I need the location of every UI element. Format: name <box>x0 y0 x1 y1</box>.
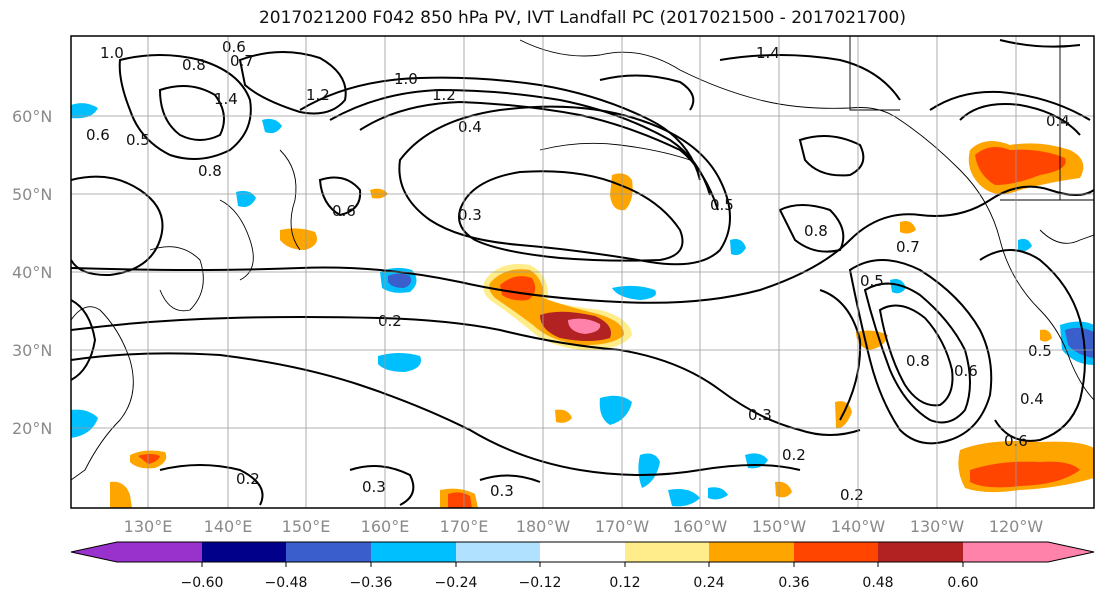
contour-label: 0.3 <box>362 478 386 496</box>
colorbar-tick-label: −0.60 <box>181 575 224 591</box>
contour-label: 1.4 <box>214 90 238 108</box>
colorbar-extend-high <box>1048 542 1094 562</box>
colorbar-tick-label: −0.48 <box>265 575 308 591</box>
lon-label: 170°E <box>440 517 489 536</box>
contour-label: 0.2 <box>782 446 806 464</box>
colorbar <box>70 541 1095 567</box>
map-frame <box>70 35 1095 509</box>
colorbar-swatch <box>963 542 1048 562</box>
lat-label: 40°N <box>12 263 52 282</box>
contour-label: 0.5 <box>126 131 150 149</box>
contour-label: 0.8 <box>198 162 222 180</box>
contour-label: 0.2 <box>378 312 402 330</box>
contour-label: 0.5 <box>1028 342 1052 360</box>
colorbar-tick-label: 0.48 <box>862 575 893 591</box>
colorbar-swatch <box>794 542 878 562</box>
colorbar-tick-label: 0.12 <box>609 575 640 591</box>
contour-label: 0.8 <box>182 56 206 74</box>
contour-label: 0.4 <box>458 118 482 136</box>
map-title: 2017021200 F042 850 hPa PV, IVT Landfall… <box>258 8 906 28</box>
contour-label: 0.5 <box>710 196 734 214</box>
contour-label-group: 1.0 0.6 0.7 0.8 1.4 1.2 0.6 0.5 1.0 1.2 … <box>86 38 1070 504</box>
colorbar-swatch <box>202 542 286 562</box>
colorbar-tick-label: 0.36 <box>778 575 809 591</box>
contour-label: 0.4 <box>1020 390 1044 408</box>
lon-label: 150°W <box>752 517 807 536</box>
contour-label: 0.2 <box>840 486 864 504</box>
lat-label: 60°N <box>12 107 52 126</box>
colorbar-swatch <box>117 542 202 562</box>
lon-label: 160°W <box>673 517 728 536</box>
contour-label: 0.4 <box>1046 112 1070 130</box>
lon-label: 150°E <box>282 517 331 536</box>
lat-label: 20°N <box>12 419 52 438</box>
gridlines <box>71 36 1094 508</box>
colorbar-extend-low <box>71 542 117 562</box>
contour-label: 1.0 <box>394 70 418 88</box>
colorbar-swatch <box>371 542 456 562</box>
latitude-labels: 60°N 50°N 40°N 30°N 20°N <box>12 107 52 438</box>
contour-label: 0.8 <box>804 222 828 240</box>
contour-label: 0.6 <box>954 362 978 380</box>
colorbar-swatch <box>540 542 625 562</box>
lon-label: 120°W <box>989 517 1044 536</box>
lon-label: 180°W <box>516 517 571 536</box>
colorbar-tick-label: −0.12 <box>519 575 562 591</box>
contour-label: 1.2 <box>306 86 330 104</box>
contour-label: 0.5 <box>860 272 884 290</box>
lon-label: 140°E <box>204 517 253 536</box>
lon-label: 170°W <box>595 517 650 536</box>
colorbar-tick-label: 0.24 <box>693 575 724 591</box>
colorbar-swatch <box>625 542 709 562</box>
map-content: 1.0 0.6 0.7 0.8 1.4 1.2 0.6 0.5 1.0 1.2 … <box>71 36 1094 508</box>
contour-label: 0.7 <box>230 52 254 70</box>
lat-label: 30°N <box>12 341 52 360</box>
colorbar-tick-label: −0.24 <box>435 575 478 591</box>
contour-label: 0.3 <box>458 206 482 224</box>
colorbar-ticks: −0.60 −0.48 −0.36 −0.24 −0.12 0.12 0.24 … <box>181 575 979 591</box>
contour-label: 1.4 <box>756 44 780 62</box>
coastlines <box>71 36 1094 481</box>
contour-label: 1.2 <box>432 86 456 104</box>
colorbar-swatch <box>286 542 371 562</box>
colorbar-tick-label: −0.36 <box>350 575 393 591</box>
contour-label: 0.3 <box>748 406 772 424</box>
contour-label: 0.6 <box>332 202 356 220</box>
contour-lines <box>71 39 1094 506</box>
lon-label: 130°E <box>124 517 173 536</box>
contour-label: 0.6 <box>86 126 110 144</box>
colorbar-swatch <box>709 542 794 562</box>
contour-label: 1.0 <box>100 44 124 62</box>
contour-label: 0.7 <box>896 238 920 256</box>
lon-label: 130°W <box>910 517 965 536</box>
colorbar-tick-label: 0.60 <box>947 575 978 591</box>
longitude-labels: 130°E 140°E 150°E 160°E 170°E 180°W 170°… <box>124 517 1044 536</box>
contour-label: 0.8 <box>906 352 930 370</box>
lat-label: 50°N <box>12 185 52 204</box>
colorbar-swatch <box>878 542 963 562</box>
colorbar-swatch <box>456 542 540 562</box>
lon-label: 140°W <box>831 517 886 536</box>
colorbar-outline <box>70 541 1095 563</box>
lon-label: 160°E <box>361 517 410 536</box>
contour-label: 0.3 <box>490 482 514 500</box>
contour-label: 0.2 <box>236 470 260 488</box>
